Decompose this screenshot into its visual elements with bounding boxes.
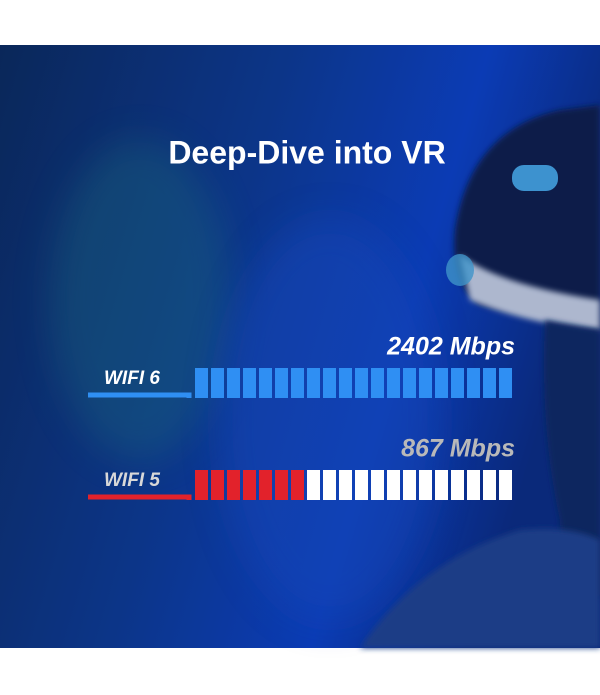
chart-title: Deep-Dive into VR [168, 134, 445, 170]
bar [195, 470, 512, 500]
bar-segment [419, 470, 432, 500]
bar-segment [387, 368, 400, 398]
value-label: 2402 Mbps [386, 333, 515, 361]
bar-segment [451, 368, 464, 398]
bar-segment [323, 470, 336, 500]
bar-segment [195, 368, 208, 398]
bar-segment [307, 470, 320, 500]
category-label: WIFI 6 [104, 368, 160, 389]
bar-segment [243, 368, 256, 398]
bar-segment [259, 368, 272, 398]
bar-segment [371, 368, 384, 398]
bar-segment [387, 470, 400, 500]
bar-segment [307, 368, 320, 398]
bar-segment [499, 470, 512, 500]
bar-segment [291, 470, 304, 500]
bar-segment [227, 470, 240, 500]
bar-segment [275, 368, 288, 398]
bar-segment [403, 368, 416, 398]
bar-segment [483, 368, 496, 398]
category-label: WIFI 5 [104, 470, 160, 491]
label-underline [88, 392, 192, 398]
bar-segment [323, 368, 336, 398]
bar-segment [371, 470, 384, 500]
bar-segment [259, 470, 272, 500]
bar-segment [339, 470, 352, 500]
bar-segment [195, 470, 208, 500]
bar-segment [483, 470, 496, 500]
label-underline [88, 494, 192, 500]
bar-segment [339, 368, 352, 398]
bar-segment [435, 368, 448, 398]
bar-segment [467, 470, 480, 500]
bar-segment [227, 368, 240, 398]
bar [195, 368, 512, 398]
background [0, 45, 600, 648]
bar-segment [403, 470, 416, 500]
bar-segment [275, 470, 288, 500]
bar-segment [451, 470, 464, 500]
bar-segment [355, 368, 368, 398]
bar-segment [419, 368, 432, 398]
bar-segment [355, 470, 368, 500]
bar-segment [499, 368, 512, 398]
bar-segment [211, 470, 224, 500]
bar-segment [243, 470, 256, 500]
value-label: 867 Mbps [401, 435, 515, 463]
bar-segment [467, 368, 480, 398]
bar-segment [291, 368, 304, 398]
bar-segment [435, 470, 448, 500]
bar-segment [211, 368, 224, 398]
